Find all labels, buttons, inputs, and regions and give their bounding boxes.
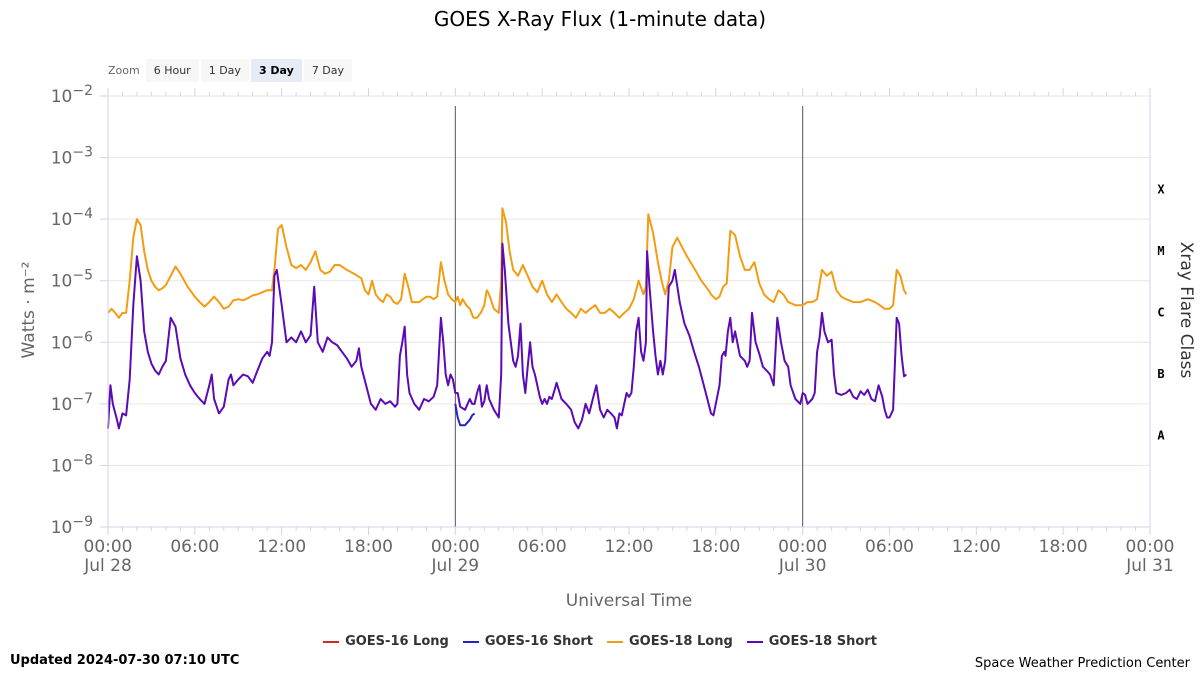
x-tick-date-label: Jul 28 <box>83 556 132 576</box>
x-tick-time-label: 12:00 <box>257 537 306 557</box>
legend-label: GOES-18 Long <box>629 634 733 649</box>
zoom-3-day-button[interactable]: 3 Day <box>250 59 302 82</box>
y2-axis-label: Xray Flare Class <box>1176 242 1196 379</box>
x-tick-date-label: Jul 30 <box>778 556 827 576</box>
legend-item-goes18-long[interactable]: GOES-18 Long <box>607 634 733 649</box>
series-goes18-short <box>107 242 907 430</box>
legend-label: GOES-16 Long <box>345 634 449 649</box>
legend-swatch <box>746 640 763 643</box>
legend-swatch <box>323 640 340 643</box>
xray-flux-chart: GOES X-Ray Flux (1-minute data) 10−2 10−3… <box>19 7 1196 611</box>
y-axis-ticks: 10−2 10−3 10−4 10−5 10−6 10−7 10−8 10−9 <box>51 83 108 538</box>
legend-label: GOES-16 Short <box>484 634 593 649</box>
x-tick-time-label: 12:00 <box>952 537 1001 557</box>
updated-timestamp: Updated 2024-07-30 07:10 UTC <box>10 653 240 668</box>
legend-label: GOES-18 Short <box>768 634 877 649</box>
x-tick-time-label: 18:00 <box>691 537 740 557</box>
legend-swatch <box>607 640 623 643</box>
flare-class-label: X <box>1157 182 1165 196</box>
x-tick-date-label: Jul 31 <box>1125 556 1174 576</box>
series-goes16-short <box>454 403 476 427</box>
x-tick-time-label: 06:00 <box>170 537 219 557</box>
zoom-6-hour-button[interactable]: 6 Hour <box>145 59 199 82</box>
flare-class-label: B <box>1157 367 1164 381</box>
chart-legend: GOES-16 Long GOES-16 Short GOES-18 Long … <box>0 634 1200 649</box>
x-tick-time-label: 12:00 <box>605 537 654 557</box>
zoom-1-day-button[interactable]: 1 Day <box>200 59 249 82</box>
y-tick-label: 10−4 <box>51 206 93 230</box>
x-tick-time-label: 00:00 <box>778 537 827 557</box>
y-tick-label: 10−9 <box>51 514 93 538</box>
day-markers <box>454 106 804 527</box>
x-tick-time-label: 00:00 <box>431 537 480 557</box>
x-tick-date-label: Jul 29 <box>431 556 480 576</box>
x-tick-time-label: 06:00 <box>865 537 914 557</box>
zoom-label: Zoom <box>108 64 140 77</box>
legend-item-goes16-long[interactable]: GOES-16 Long <box>323 634 449 649</box>
x-tick-time-label: 06:00 <box>518 537 567 557</box>
goes16-short-line <box>454 403 476 427</box>
series-goes18-long <box>107 207 908 319</box>
y-axis-label: Watts · m⁻² <box>19 262 39 359</box>
y-tick-label: 10−3 <box>51 145 93 169</box>
gridlines <box>108 95 1150 528</box>
y-tick-label: 10−2 <box>51 83 93 107</box>
legend-item-goes18-short[interactable]: GOES-18 Short <box>746 634 877 649</box>
credit-text: Space Weather Prediction Center <box>974 656 1190 671</box>
legend-item-goes16-short[interactable]: GOES-16 Short <box>462 634 593 649</box>
x-tick-time-label: 00:00 <box>1126 537 1175 557</box>
chart-title: GOES X-Ray Flux (1-minute data) <box>434 7 766 31</box>
y-tick-label: 10−8 <box>51 452 93 476</box>
y-tick-label: 10−7 <box>51 391 93 415</box>
x-tick-time-label: 18:00 <box>1039 537 1088 557</box>
flare-class-label: A <box>1157 429 1165 443</box>
axes <box>107 88 1151 535</box>
y-tick-label: 10−6 <box>51 329 93 353</box>
goes18-short-line <box>107 242 907 430</box>
goes18-long-line <box>107 207 908 319</box>
flare-class-label: M <box>1157 244 1164 258</box>
x-tick-time-label: 00:00 <box>84 537 133 557</box>
flare-class-label: C <box>1157 306 1164 320</box>
flare-class-labels: X M C B A <box>1157 182 1165 442</box>
x-axis-label: Universal Time <box>566 591 692 611</box>
legend-swatch <box>462 640 479 643</box>
x-tick-time-label: 18:00 <box>344 537 393 557</box>
y-tick-label: 10−5 <box>51 268 93 292</box>
zoom-control: Zoom 6 Hour 1 Day 3 Day 7 Day <box>108 59 354 82</box>
zoom-7-day-button[interactable]: 7 Day <box>303 59 353 82</box>
